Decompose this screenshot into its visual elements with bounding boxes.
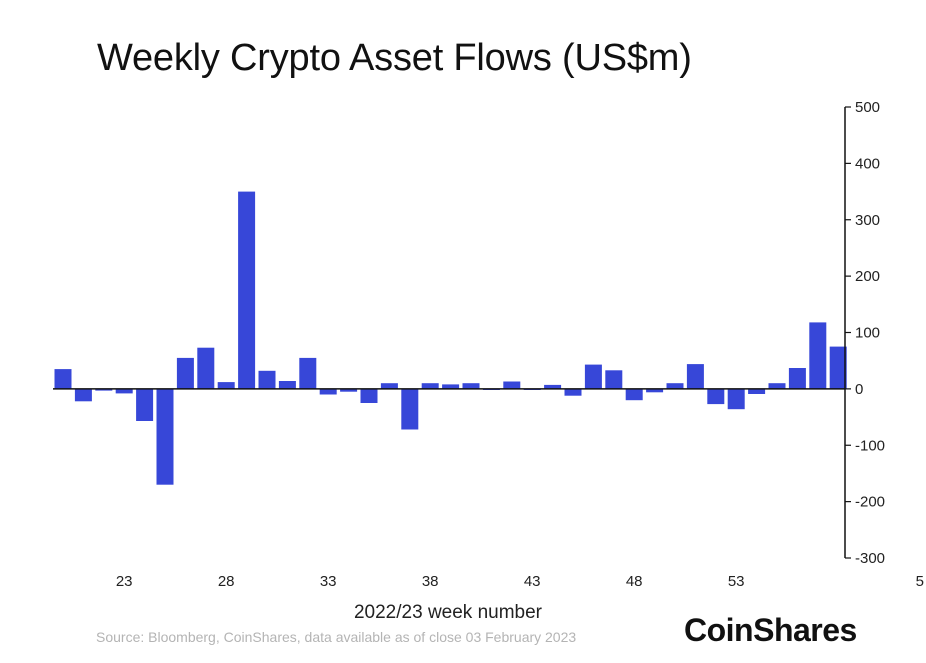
bars-layer — [54, 191, 847, 485]
bar-week-42 — [503, 381, 521, 389]
bar-week-36 — [380, 383, 398, 389]
chart-title: Weekly Crypto Asset Flows (US$m) — [97, 37, 692, 79]
bar-week-28 — [217, 382, 235, 389]
bar-week-27 — [197, 347, 215, 389]
y-tick-label: -100 — [855, 437, 885, 454]
bar-week-22 — [95, 388, 113, 391]
source-note: Source: Bloomberg, CoinShares, data avai… — [96, 629, 577, 645]
x-tick-label: 23 — [116, 573, 133, 590]
y-tick-label: 200 — [855, 268, 880, 285]
y-tick-label: 300 — [855, 212, 880, 229]
bar-week-39 — [442, 384, 460, 389]
bar-week-21 — [74, 388, 92, 402]
y-tick-label: 500 — [855, 99, 880, 116]
x-tick-label: 43 — [524, 573, 541, 590]
bar-week-44 — [544, 384, 562, 389]
y-ticks-layer: 500 400 300 200 100 0 -100 -200 -300 — [845, 99, 885, 567]
y-tick-label: -200 — [855, 494, 885, 511]
bar-week-31 — [278, 381, 296, 389]
bar-week-37 — [401, 388, 419, 430]
bar-week-55 — [768, 383, 786, 389]
x-tick-label: 33 — [320, 573, 337, 590]
bar-week-32 — [299, 357, 317, 389]
bar-week-29 — [238, 191, 256, 389]
bar-week-33 — [319, 388, 337, 395]
bar-week-49 — [646, 388, 664, 393]
x-tick-label: 53 — [728, 573, 745, 590]
x-ticks-layer: 23 28 33 38 43 48 53 5 — [116, 573, 924, 590]
x-tick-label: 48 — [626, 573, 643, 590]
bar-week-57 — [809, 322, 827, 389]
bar-week-45 — [564, 388, 582, 396]
bar-week-56 — [788, 368, 806, 389]
y-tick-label: 0 — [855, 381, 863, 398]
y-tick-label: 400 — [855, 155, 880, 172]
bar-week-54 — [748, 388, 766, 394]
y-tick-label: 100 — [855, 325, 880, 342]
bar-week-47 — [605, 370, 623, 389]
bar-week-1 — [829, 346, 847, 389]
bar-week-30 — [258, 370, 276, 389]
y-tick-label: -300 — [855, 550, 885, 567]
bar-week-23 — [115, 388, 133, 394]
bar-week-50 — [666, 383, 684, 389]
coinshares-logo: CoinShares — [684, 612, 857, 648]
bar-week-52 — [707, 388, 725, 405]
bar-week-53 — [727, 388, 745, 410]
x-tick-label: 5 — [916, 573, 924, 590]
x-tick-label: 28 — [218, 573, 235, 590]
bar-week-40 — [462, 383, 480, 389]
bar-week-34 — [340, 388, 358, 392]
bar-week-35 — [360, 388, 378, 403]
x-axis-title: 2022/23 week number — [354, 602, 543, 623]
x-tick-label: 38 — [422, 573, 439, 590]
bar-week-20 — [54, 369, 72, 389]
bar-week-46 — [584, 364, 602, 389]
bar-week-25 — [156, 388, 174, 485]
bar-week-24 — [136, 388, 154, 421]
bar-week-26 — [176, 357, 194, 389]
bar-week-48 — [625, 388, 643, 401]
bar-week-38 — [421, 383, 439, 389]
bar-week-51 — [686, 364, 704, 389]
